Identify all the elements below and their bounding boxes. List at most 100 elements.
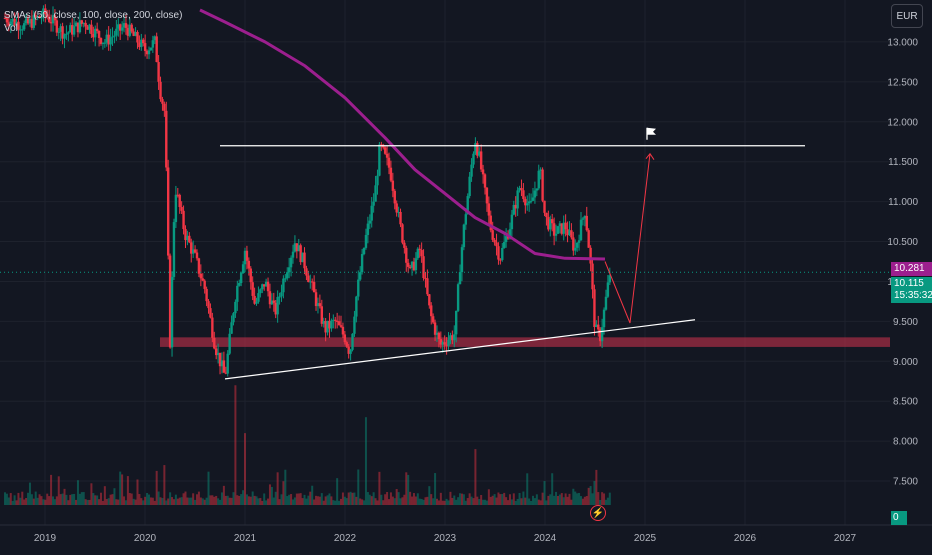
candle-body [117, 24, 120, 29]
candle-body [506, 236, 510, 239]
candle-body [397, 211, 400, 213]
volume-bar [487, 489, 490, 505]
volume-bar [182, 493, 185, 505]
volume-bar [434, 473, 437, 505]
volume-bar [593, 481, 596, 505]
candle-body [215, 348, 218, 356]
candle-body [385, 153, 389, 158]
volume-bar [53, 499, 56, 505]
volume-bar [82, 492, 85, 505]
candle-body [57, 31, 60, 33]
sma-legend[interactable]: SMAs (50, close, 100, close, 200, close) [4, 10, 183, 21]
volume-bar [318, 496, 321, 505]
candle-body [543, 200, 546, 213]
volume-bar [460, 493, 463, 505]
volume-bar [589, 486, 592, 505]
candle-body [368, 220, 371, 224]
volume-bar [462, 494, 465, 505]
candle-body [245, 250, 249, 261]
volume-bar [374, 498, 377, 505]
candle-body [581, 218, 585, 220]
candle-body [120, 27, 124, 31]
candle-body [512, 204, 515, 215]
candle-body [174, 194, 178, 223]
volume-bar [215, 495, 218, 505]
candle-body [7, 22, 11, 26]
volume-bar [67, 500, 70, 505]
candle-body [587, 230, 590, 248]
volume-bar [123, 496, 126, 505]
volume-legend[interactable]: Vol [4, 23, 18, 34]
candle-body [374, 185, 377, 202]
volume-bar [464, 500, 467, 505]
volume-bar [144, 496, 147, 505]
candle-body [558, 223, 562, 227]
candle-body [537, 170, 540, 189]
candle-body [72, 26, 76, 35]
candle-body [230, 322, 233, 334]
volume-bar [441, 500, 444, 505]
volume-bar [98, 499, 101, 505]
drawings[interactable] [0, 127, 890, 380]
candle-body [263, 284, 266, 287]
candle-body [28, 19, 32, 24]
candle-body [21, 29, 24, 31]
volume-bar [349, 491, 352, 505]
candle-body [312, 282, 316, 293]
volume-bar [268, 484, 271, 505]
volume-bar [174, 494, 177, 505]
candle-body [568, 230, 571, 236]
volume-bar [491, 495, 494, 505]
volume-bar [478, 499, 481, 505]
volume-bar [543, 481, 546, 505]
candle-body [593, 289, 596, 327]
candle-body [416, 248, 419, 259]
volume-bar [40, 496, 43, 505]
volume-bar [580, 496, 582, 505]
volume-bar [290, 494, 293, 505]
volume-bar [470, 496, 473, 505]
volume-bar [407, 474, 410, 505]
candle-body [428, 294, 431, 306]
volume-bar [265, 500, 268, 505]
candle-body [232, 313, 235, 323]
candle-body [583, 215, 587, 219]
candle-body [362, 247, 366, 255]
time-axis[interactable]: 2019 2020 2021 2022 2023 2024 2025 2026 2027 [0, 524, 932, 550]
candle-body [119, 24, 122, 31]
volume-bar [493, 494, 496, 505]
candle-body [11, 18, 14, 22]
volume-bar [201, 498, 204, 505]
candle-body [234, 301, 237, 314]
volume-bar [343, 496, 346, 505]
volume-bar [155, 470, 158, 505]
volume-bar [568, 493, 571, 505]
lightning-icon[interactable]: ⚡ [590, 505, 606, 521]
volume-bar [30, 494, 33, 505]
x-tick-label: 2026 [734, 533, 757, 544]
candle-body [541, 169, 544, 201]
support-zone[interactable] [160, 337, 905, 347]
y-tick-label: 12.500 [887, 77, 918, 88]
candle-body [326, 320, 329, 333]
volume-bar [332, 500, 335, 505]
volume-bar [378, 471, 381, 505]
candle-body [399, 211, 402, 225]
candle-body [284, 278, 287, 280]
y-tick-label: 9.500 [893, 317, 918, 328]
candle-body [347, 346, 350, 354]
candle-body [182, 210, 185, 230]
currency-button[interactable]: EUR [891, 4, 923, 28]
candle-body [526, 203, 529, 206]
candle-body [61, 26, 64, 39]
volume-bar [138, 494, 141, 505]
volume-bar [71, 494, 74, 505]
candle-body [383, 147, 387, 154]
volume-bar [503, 492, 506, 505]
y-tick-label: 8.000 [893, 437, 918, 448]
volume-bar [355, 496, 358, 505]
volume-bar [130, 493, 133, 505]
candle-body [474, 143, 477, 154]
y-tick-label: 12.000 [887, 117, 918, 128]
